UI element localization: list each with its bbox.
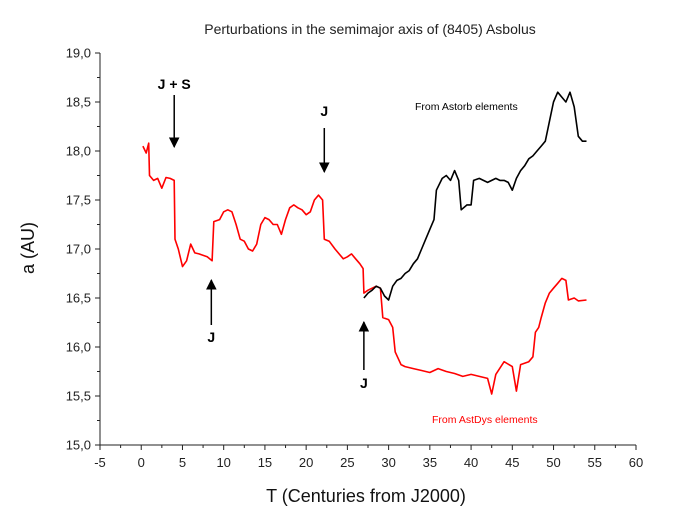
y-tick-label: 15,5 xyxy=(66,389,91,404)
x-tick-label: 40 xyxy=(464,455,478,470)
x-tick-label: 20 xyxy=(299,455,313,470)
x-tick-label: 50 xyxy=(546,455,560,470)
series-line-from-astdys-elements xyxy=(142,142,587,395)
x-tick-label: 10 xyxy=(216,455,230,470)
y-tick-label: 18,0 xyxy=(66,144,91,159)
series-line-from-astorb-elements xyxy=(363,91,587,301)
legend-astorb: From Astorb elements xyxy=(415,101,518,113)
annotation-layer: J + S J J J xyxy=(158,76,370,391)
annotation-label: J xyxy=(320,103,328,119)
y-tick-label: 16,0 xyxy=(66,340,91,355)
y-axis-title: a (AU) xyxy=(18,222,38,274)
x-axis-ticks: -5 0 5 10 15 20 25 30 35 40 45 50 55 60 xyxy=(94,445,643,470)
y-tick-label: 17,0 xyxy=(66,242,91,257)
y-tick-label: 17,5 xyxy=(66,193,91,208)
annotation-label: J xyxy=(207,329,215,345)
plot-area xyxy=(99,53,636,446)
x-tick-label: 35 xyxy=(423,455,437,470)
chart-title: Perturbations in the semimajor axis of (… xyxy=(204,21,536,37)
y-tick-label: 16,5 xyxy=(66,291,91,306)
x-tick-label: 30 xyxy=(381,455,395,470)
y-tick-label: 19,0 xyxy=(66,46,91,61)
x-tick-label: 25 xyxy=(340,455,354,470)
annotation-label: J xyxy=(360,375,368,391)
x-tick-label: 55 xyxy=(588,455,602,470)
x-tick-label: 15 xyxy=(258,455,272,470)
y-tick-label: 18,5 xyxy=(66,95,91,110)
x-axis-title: T (Centuries from J2000) xyxy=(266,486,466,506)
y-tick-label: 15,0 xyxy=(66,438,91,453)
x-tick-label: 60 xyxy=(629,455,643,470)
x-tick-label: -5 xyxy=(94,455,106,470)
x-tick-label: 5 xyxy=(179,455,186,470)
y-axis-ticks: 15,0 15,5 16,0 16,5 17,0 17,5 18,0 18,5 19,0 xyxy=(66,46,100,453)
series-layer xyxy=(142,91,587,395)
legend-astdys: From AstDys elements xyxy=(432,414,538,426)
x-tick-label: 0 xyxy=(138,455,145,470)
x-tick-label: 45 xyxy=(505,455,519,470)
annotation-label: J + S xyxy=(158,76,191,92)
